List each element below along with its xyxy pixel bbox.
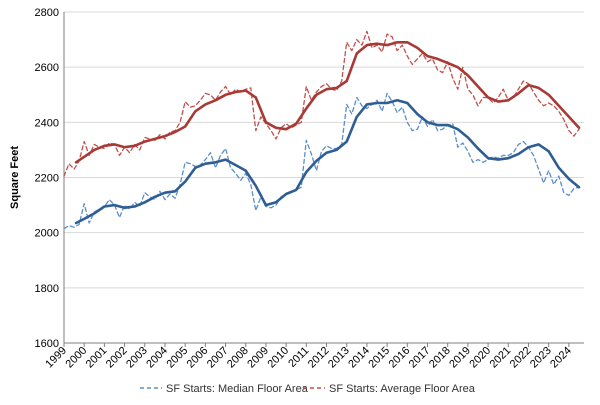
- y-axis-title: Square Feet: [9, 146, 21, 209]
- x-tick-labels: 1999200020012002200320042005200620072008…: [43, 343, 574, 370]
- legend: SF Starts: Median Floor Area SF Starts: …: [140, 383, 476, 395]
- trend-median-floor-area: [74, 99, 581, 225]
- x-tick-label: 2005: [164, 345, 190, 371]
- series-average-floor-area: [63, 30, 580, 177]
- y-tick-label: 1800: [35, 283, 59, 295]
- x-tick-label: 2012: [306, 345, 332, 371]
- y-tick-label: 2800: [35, 7, 59, 19]
- x-tick-label: 2006: [185, 345, 211, 371]
- x-tick-label: 2022: [508, 345, 534, 371]
- x-tick-label: 2013: [326, 345, 352, 371]
- x-tick-label: 2011: [286, 345, 311, 370]
- x-tick-label: 2007: [205, 345, 231, 371]
- x-tick-label: 2000: [64, 345, 90, 371]
- y-tick-label: 2200: [35, 173, 59, 185]
- y-tick-label: 2000: [35, 228, 59, 240]
- series-lines: [63, 30, 581, 230]
- x-tick-label: 2002: [104, 345, 130, 371]
- x-tick-label: 2003: [124, 345, 150, 371]
- x-tick-label: 2001: [84, 345, 110, 371]
- gridlines: [64, 11, 584, 344]
- series-median-floor-area: [63, 92, 580, 230]
- x-tick-label: 2009: [245, 345, 271, 371]
- x-tick-label: 2020: [467, 345, 493, 371]
- x-tick-label: 2021: [488, 345, 514, 371]
- y-tick-label: 1600: [35, 338, 59, 350]
- legend-label-median: SF Starts: Median Floor Area: [166, 383, 309, 395]
- axes: [63, 12, 584, 344]
- trend-average-floor-area: [74, 40, 581, 164]
- x-tick-label: 2019: [447, 345, 473, 371]
- x-tick-label: 2015: [366, 345, 392, 371]
- x-tick-label: 2024: [548, 345, 574, 371]
- x-tick-label: 2014: [346, 345, 372, 371]
- y-tick-label: 2400: [35, 117, 59, 129]
- x-tick-label: 2008: [225, 345, 251, 371]
- x-tick-label: 2023: [528, 345, 554, 371]
- x-tick-label: 2018: [427, 345, 453, 371]
- x-tick-label: 2004: [144, 345, 170, 371]
- x-tick-label: 2017: [407, 345, 433, 371]
- x-tick-label: 2010: [265, 345, 291, 371]
- x-tick-label: 2016: [387, 345, 413, 371]
- legend-label-average: SF Starts: Average Floor Area: [329, 383, 476, 395]
- y-tick-labels: 1600 1800 2000 2200 2400 2600 2800: [35, 7, 59, 350]
- y-tick-label: 2600: [35, 62, 59, 74]
